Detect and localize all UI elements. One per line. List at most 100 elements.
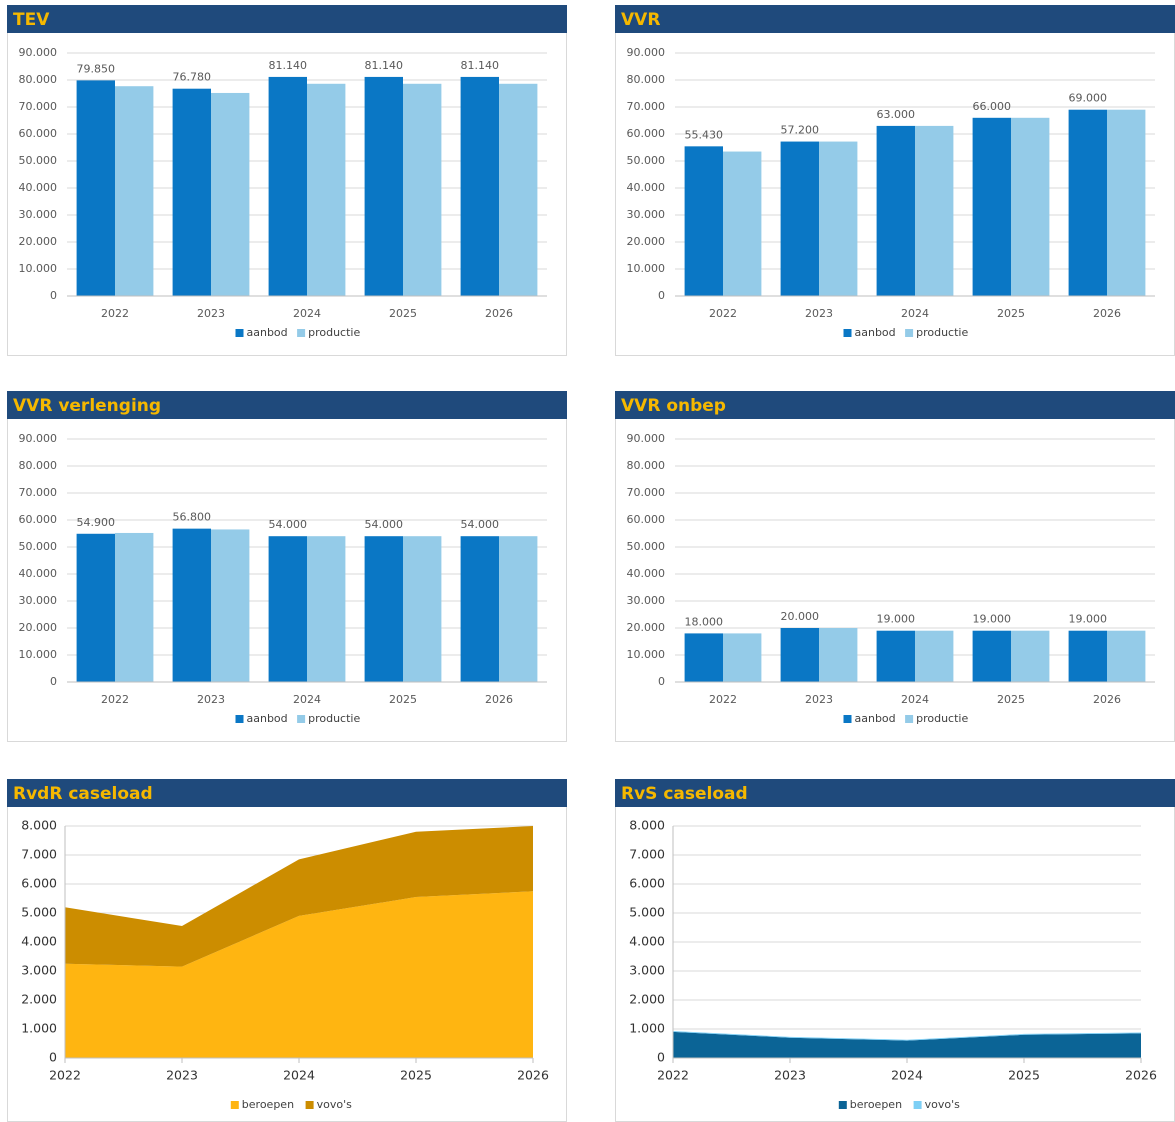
y-tick-label: 50.000 [19, 540, 58, 553]
x-tick-label: 2023 [805, 693, 833, 706]
bar [780, 628, 819, 682]
bar [115, 532, 154, 682]
bar [76, 80, 115, 296]
y-tick-label: 90.000 [19, 46, 58, 59]
chart-title: VVR verlenging [13, 396, 161, 416]
bar [172, 528, 211, 682]
y-tick-label: 10.000 [627, 648, 666, 661]
y-tick-label: 7.000 [629, 847, 665, 862]
bar [723, 151, 762, 296]
data-label: 69.000 [1069, 92, 1108, 105]
y-tick-label: 50.000 [627, 540, 666, 553]
data-label: 63.000 [877, 108, 916, 121]
x-tick-label: 2025 [389, 307, 417, 320]
bar [115, 86, 154, 297]
legend-label: aanbod [855, 712, 896, 725]
data-label: 54.000 [269, 518, 308, 531]
legend-swatch [297, 715, 306, 723]
bar [876, 630, 915, 682]
chart-title: VVR onbep [621, 396, 726, 416]
bar [1107, 630, 1146, 682]
bar [403, 83, 442, 296]
bar [915, 630, 954, 682]
bar [76, 533, 115, 682]
bar [1011, 117, 1050, 296]
y-tick-label: 80.000 [627, 73, 666, 86]
y-tick-label: 30.000 [19, 594, 58, 607]
data-label: 54.000 [365, 518, 404, 531]
y-tick-label: 80.000 [19, 459, 58, 472]
area [65, 891, 533, 1058]
y-tick-label: 60.000 [627, 513, 666, 526]
data-label: 81.140 [365, 59, 404, 72]
y-tick-label: 8.000 [21, 818, 57, 833]
bar [364, 76, 403, 296]
y-tick-label: 60.000 [19, 513, 58, 526]
panel [615, 779, 1175, 1122]
y-tick-label: 70.000 [627, 100, 666, 113]
x-tick-label: 2024 [901, 693, 929, 706]
y-tick-label: 10.000 [19, 262, 58, 275]
data-label: 55.430 [685, 128, 724, 141]
bar [915, 125, 954, 297]
y-tick-label: 60.000 [627, 127, 666, 140]
legend-label: aanbod [855, 326, 896, 339]
y-tick-label: 20.000 [627, 621, 666, 634]
x-tick-label: 2025 [400, 1068, 432, 1083]
x-tick-label: 2024 [293, 307, 321, 320]
data-label: 19.000 [877, 613, 916, 626]
x-tick-label: 2025 [389, 693, 417, 706]
y-tick-label: 0 [658, 289, 665, 302]
y-tick-label: 0 [657, 1050, 665, 1065]
bar [819, 141, 858, 296]
area [65, 826, 533, 967]
x-tick-label: 2026 [1125, 1068, 1157, 1083]
legend-swatch [297, 329, 306, 337]
x-tick-label: 2025 [1008, 1068, 1040, 1083]
x-tick-label: 2023 [805, 307, 833, 320]
legend-label: productie [916, 326, 968, 339]
bar [211, 529, 250, 682]
x-tick-label: 2025 [997, 693, 1025, 706]
y-tick-label: 1.000 [629, 1021, 665, 1036]
data-label: 76.780 [173, 71, 212, 84]
legend-swatch [905, 329, 914, 337]
y-tick-label: 6.000 [21, 876, 57, 891]
bar [1068, 630, 1107, 682]
legend-swatch [305, 1101, 314, 1109]
bar [268, 76, 307, 296]
x-tick-label: 2026 [1093, 693, 1121, 706]
bar [819, 628, 858, 682]
panel-header [7, 779, 567, 807]
data-label: 66.000 [973, 100, 1012, 113]
bar [972, 117, 1011, 296]
x-tick-label: 2024 [283, 1068, 315, 1083]
panel [615, 391, 1175, 742]
y-tick-label: 40.000 [627, 181, 666, 194]
panel-header [615, 391, 1175, 419]
panel-header [7, 391, 567, 419]
chart-title: RvS caseload [621, 784, 748, 804]
bar [172, 88, 211, 296]
chart-title: RvdR caseload [13, 784, 153, 804]
data-label: 19.000 [1069, 613, 1108, 626]
bar [499, 536, 538, 682]
bar [403, 536, 442, 682]
bar [876, 125, 915, 297]
legend-swatch [843, 715, 852, 723]
x-tick-label: 2026 [485, 307, 513, 320]
legend-label: beroepen [850, 1098, 902, 1111]
y-tick-label: 0 [658, 675, 665, 688]
y-tick-label: 90.000 [19, 432, 58, 445]
y-tick-label: 3.000 [21, 963, 57, 978]
y-tick-label: 40.000 [19, 181, 58, 194]
panel-header [7, 5, 567, 33]
x-tick-label: 2023 [197, 693, 225, 706]
y-tick-label: 4.000 [629, 934, 665, 949]
y-tick-label: 10.000 [627, 262, 666, 275]
y-tick-label: 5.000 [21, 905, 57, 920]
legend-label: beroepen [242, 1098, 294, 1111]
x-tick-label: 2022 [49, 1068, 81, 1083]
y-tick-label: 3.000 [629, 963, 665, 978]
